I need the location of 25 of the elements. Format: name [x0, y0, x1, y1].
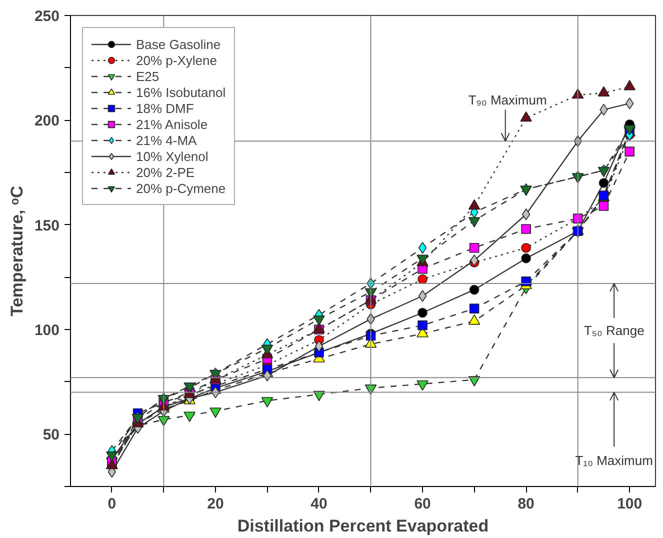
- x-tick-label: 40: [310, 496, 328, 512]
- legend-label: 20% p-Cymene: [136, 180, 226, 196]
- y-axis-title: Temperature, ᵒC: [7, 186, 26, 316]
- y-tick-label: 50: [42, 426, 60, 444]
- legend-label: 16% Isobutanol: [136, 84, 226, 100]
- legend-label: 21% Anisole: [136, 116, 208, 132]
- y-tick-label: 150: [34, 217, 60, 234]
- ref-line-label: T₉₀ Maximum: [468, 92, 547, 108]
- x-tick-label: 100: [617, 496, 642, 512]
- legend-label: 20% p-Xylene: [136, 52, 217, 68]
- legend-label: E25: [136, 68, 160, 84]
- y-tick-label: 100: [34, 322, 60, 339]
- annotation: T₅₀ Range: [584, 323, 644, 338]
- x-tick-label: 80: [518, 496, 534, 512]
- legend-label: 20% 2-PE: [136, 164, 195, 180]
- legend-label: 21% 4-MA: [136, 132, 197, 148]
- x-tick-label: 60: [414, 496, 431, 512]
- y-tick-label: 200: [34, 112, 60, 130]
- x-tick-label: 0: [108, 496, 116, 512]
- y-tick-label: 250: [34, 8, 60, 25]
- legend-label: 18% DMF: [136, 100, 194, 116]
- legend-label: Base Gasoline: [136, 36, 221, 52]
- x-axis-title: Distillation Percent Evaporated: [237, 516, 489, 536]
- x-tick-label: 20: [207, 496, 224, 512]
- legend-label: 10% Xylenol: [136, 148, 208, 164]
